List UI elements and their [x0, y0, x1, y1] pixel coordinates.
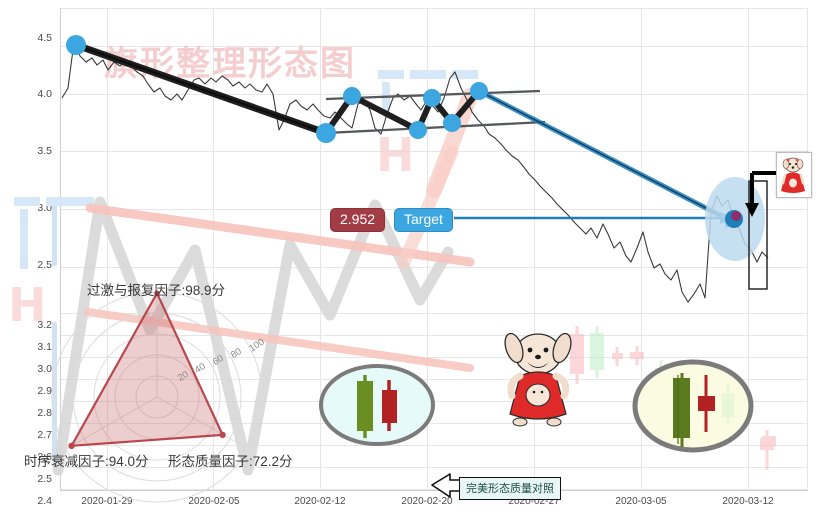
watermark-letter-h-mid: H	[376, 128, 415, 182]
candle-right-up	[673, 373, 690, 447]
price-badge[interactable]: 2.952	[330, 208, 386, 233]
x-tick-5: 2020-03-05	[615, 496, 667, 507]
y-tick-lower-1: 3.1	[37, 341, 52, 353]
radar-label-top: 过激与报复因子:98.9分	[87, 283, 226, 298]
dog-sticker-small-icon	[781, 157, 805, 193]
y-tick-lower-3: 2.9	[37, 385, 52, 397]
y-tick-lower-5: 2.7	[37, 429, 52, 441]
watermark-dash-5	[410, 70, 446, 79]
y-tick-upper-4: 2.5	[37, 259, 52, 271]
watermark-title: 旗形整理形态图	[104, 44, 356, 84]
x-tick-1: 2020-02-05	[188, 496, 240, 507]
candle-right-down	[698, 375, 715, 432]
price-line	[61, 41, 769, 303]
watermark-dash-vert-1	[382, 82, 390, 116]
watermark-dash-vert-2	[20, 209, 28, 269]
watermark-letter-h-left: H	[8, 278, 47, 332]
detail-bracket	[748, 180, 768, 290]
candle-left-up	[357, 375, 373, 438]
x-tick-3: 2020-02-20	[401, 496, 453, 507]
radar-label-right: 形态质量因子:72.2分	[168, 454, 293, 469]
scale-bar-lower[interactable]	[52, 322, 57, 462]
x-axis-line	[60, 490, 808, 491]
scale-bar-upper[interactable]	[52, 204, 57, 266]
x-tick-4: 2020-02-27	[508, 496, 560, 507]
y-tick-lower-6: 2.6	[37, 451, 52, 463]
y-tick-upper-0: 4.5	[37, 32, 52, 44]
y-tick-upper-2: 3.5	[37, 145, 52, 157]
channel-lower-rail	[325, 120, 546, 135]
y-tick-lower-7: 2.5	[37, 473, 52, 485]
x-tick-0: 2020-01-29	[81, 496, 133, 507]
bottom-callout[interactable]: 完美形态质量对照	[459, 477, 561, 500]
y-axis-line	[60, 8, 61, 490]
watermark-dash-6	[452, 70, 478, 79]
y-tick-upper-1: 4.0	[37, 88, 52, 100]
pattern-compare-ellipse-left	[319, 364, 435, 446]
watermark-dash-2	[46, 197, 82, 206]
flag-markers	[66, 35, 488, 143]
target-badge[interactable]: Target	[394, 208, 453, 233]
radar-label-left: 时序衰减因子:94.0分	[24, 454, 149, 469]
y-tick-lower-0: 3.2	[37, 319, 52, 331]
y-tick-lower-8: 2.4	[37, 495, 52, 507]
x-tick-2: 2020-02-12	[294, 496, 346, 507]
watermark-dash-3	[68, 197, 94, 206]
y-tick-lower-2: 3.0	[37, 363, 52, 375]
watermark-dash-4	[378, 70, 404, 79]
pattern-compare-ellipse-right	[632, 359, 754, 453]
candle-left-down	[382, 380, 397, 431]
watermark-dash-1	[14, 197, 40, 206]
sticker-frame-top-right	[776, 152, 812, 198]
x-tick-6: 2020-03-12	[722, 496, 774, 507]
y-tick-lower-4: 2.8	[37, 407, 52, 419]
